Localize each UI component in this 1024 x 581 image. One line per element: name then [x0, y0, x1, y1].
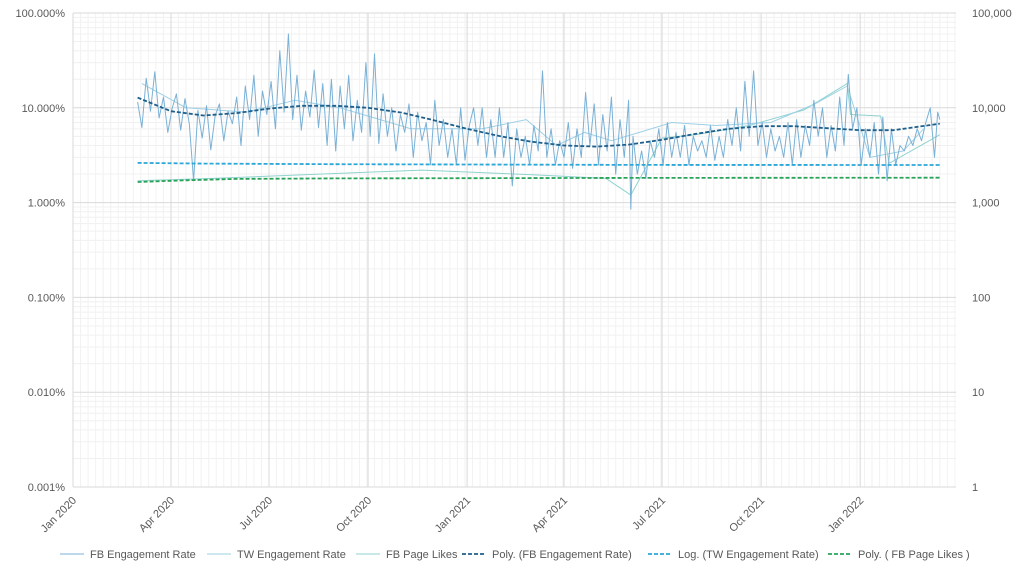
y-right-tick-label: 1,000	[972, 198, 1000, 210]
series-line-tw-engagement-rate	[141, 83, 925, 158]
y-right-tick-label: 100	[972, 292, 990, 304]
x-tick-label: Jan 2022	[826, 495, 866, 535]
y-right-tick-label: 10	[972, 387, 984, 399]
major-gridlines	[72, 12, 956, 488]
legend-label-fb-engagement-rate: FB Engagement Rate	[90, 549, 196, 561]
y-left-tick-label: 0.100%	[28, 292, 66, 304]
legend-label-poly-fb-engagement-rate: Poly. (FB Engagement Rate)	[492, 549, 632, 561]
legend-label-fb-page-likes: FB Page Likes	[386, 549, 458, 561]
y-left-tick-label: 10.000%	[22, 103, 66, 115]
y-right-tick-label: 100,000	[972, 8, 1012, 20]
legend-label-poly-fb-page-likes: Poly. ( FB Page Likes )	[858, 549, 970, 561]
series-line-poly-fb-page-likes	[137, 176, 940, 183]
x-tick-label: Oct 2021	[727, 495, 767, 535]
right-axis: 100,000 10,000 1,000 100 10 1	[972, 8, 1012, 494]
x-axis: Jan 2020 Apr 2020 Jul 2020 Oct 2020 Jan 2021…	[39, 495, 867, 535]
x-tick-label: Jan 2021	[433, 495, 473, 535]
y-left-tick-label: 0.001%	[28, 482, 66, 494]
x-tick-label: Oct 2020	[334, 495, 374, 535]
y-left-tick-label: 1.000%	[28, 198, 66, 210]
x-tick-label: Apr 2020	[137, 495, 177, 535]
series-layer	[137, 33, 941, 210]
y-right-tick-label: 10,000	[972, 103, 1006, 115]
x-tick-label: Jul 2020	[237, 495, 275, 533]
legend: FB Engagement Rate TW Engagement Rate FB P…	[60, 549, 970, 561]
legend-label-log-tw-engagement-rate: Log. (TW Engagement Rate)	[678, 549, 819, 561]
series-line-poly-fb-engagement-rate	[137, 96, 940, 148]
x-tick-label: Jan 2020	[39, 495, 79, 535]
series-line-fb-engagement-rate	[137, 33, 941, 210]
y-left-tick-label: 0.010%	[28, 387, 66, 399]
minor-gridlines	[72, 13, 956, 487]
left-axis: 100.000% 10.000% 1.000% 0.100% 0.010% 0.001%	[15, 8, 65, 494]
series-line-log-tw-engagement-rate	[137, 162, 940, 166]
x-tick-label: Apr 2021	[530, 495, 570, 535]
legend-label-tw-engagement-rate: TW Engagement Rate	[237, 549, 346, 561]
y-left-tick-label: 100.000%	[15, 8, 65, 20]
y-right-tick-label: 1	[972, 482, 978, 494]
x-tick-label: Jul 2021	[630, 495, 668, 533]
